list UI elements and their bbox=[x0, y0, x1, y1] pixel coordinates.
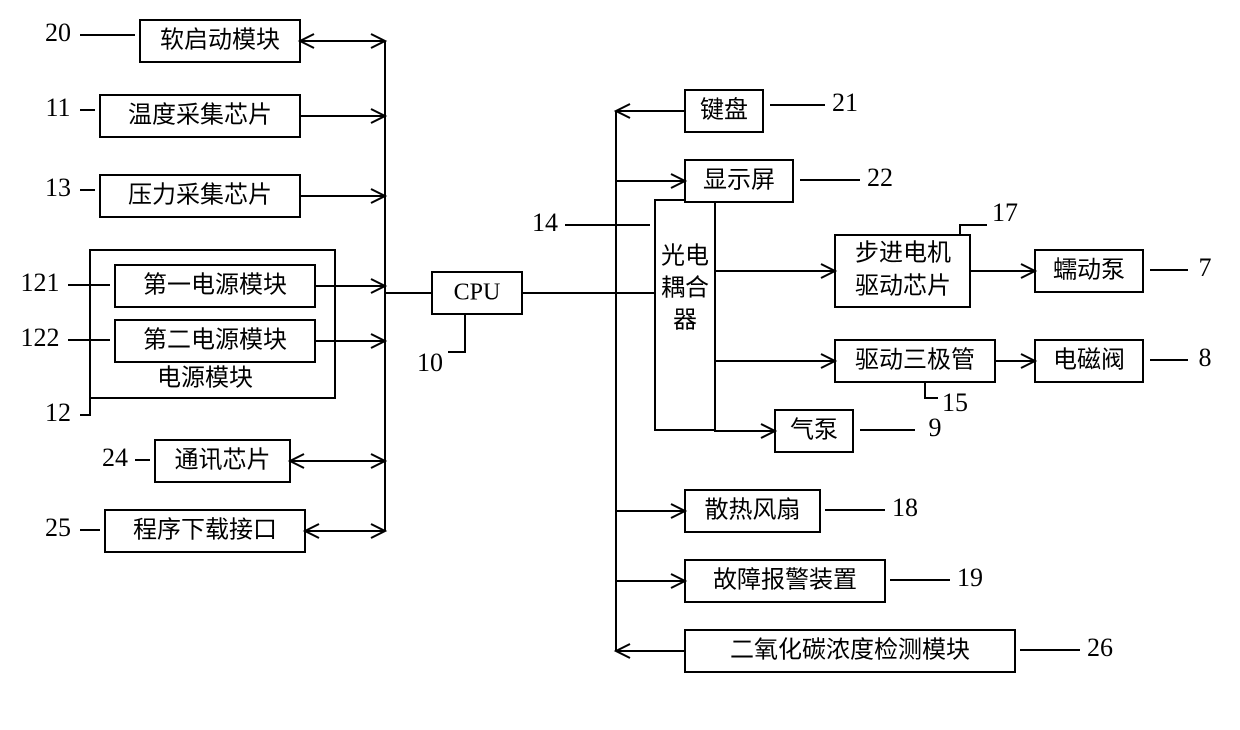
label-n15: 驱动三极管 bbox=[855, 347, 975, 374]
refnum-26: 26 bbox=[1087, 633, 1113, 662]
label-n18: 散热风扇 bbox=[705, 497, 801, 524]
refnum-13: 13 bbox=[45, 173, 71, 202]
refnum-10: 10 bbox=[417, 348, 443, 377]
label-n20: 软启动模块 bbox=[160, 27, 280, 54]
label-n13: 压力采集芯片 bbox=[128, 182, 272, 209]
block-diagram: 软启动模块温度采集芯片压力采集芯片第一电源模块第二电源模块通讯芯片程序下载接口 C… bbox=[0, 0, 1240, 730]
label-cpu: CPU bbox=[454, 280, 501, 306]
refnum-12: 12 bbox=[45, 398, 71, 427]
refnum-25: 25 bbox=[45, 513, 71, 542]
label-n121: 第一电源模块 bbox=[143, 272, 287, 299]
refnum-19: 19 bbox=[957, 563, 983, 592]
extra-text-3: 器 bbox=[673, 308, 697, 334]
label-n25: 程序下载接口 bbox=[133, 517, 277, 544]
label-n19: 故障报警装置 bbox=[713, 567, 857, 594]
extra-text-1: 光电 bbox=[661, 243, 709, 270]
refnum-7: 7 bbox=[1199, 253, 1212, 282]
refnum-122: 122 bbox=[21, 323, 60, 352]
extra-text-4: 步进电机 bbox=[855, 240, 951, 267]
refnum-22: 22 bbox=[867, 163, 893, 192]
leader-10 bbox=[448, 314, 465, 352]
extra-text-0: 电源模块 bbox=[157, 365, 253, 392]
refnum-21: 21 bbox=[832, 88, 858, 117]
refnum-121: 121 bbox=[21, 268, 60, 297]
leader-17 bbox=[960, 225, 987, 235]
extra-text-2: 耦合 bbox=[661, 275, 709, 302]
refnum-24: 24 bbox=[102, 443, 128, 472]
extra-text-5: 驱动芯片 bbox=[855, 273, 951, 300]
refnum-20: 20 bbox=[45, 18, 71, 47]
label-n9: 气泵 bbox=[790, 417, 838, 444]
label-n22: 显示屏 bbox=[703, 168, 775, 194]
leader-15 bbox=[925, 382, 938, 398]
refnum-11: 11 bbox=[45, 93, 70, 122]
refnum-15: 15 bbox=[942, 388, 968, 417]
refnum-8: 8 bbox=[1199, 343, 1212, 372]
label-n11: 温度采集芯片 bbox=[128, 102, 272, 129]
leader-12 bbox=[80, 398, 90, 415]
label-n7: 蠕动泵 bbox=[1053, 257, 1125, 284]
label-n8: 电磁阀 bbox=[1053, 347, 1125, 374]
refnum-18: 18 bbox=[892, 493, 918, 522]
refnum-17: 17 bbox=[992, 198, 1018, 227]
label-n24: 通讯芯片 bbox=[175, 447, 271, 474]
label-n26: 二氧化碳浓度检测模块 bbox=[730, 637, 970, 664]
refnum-14: 14 bbox=[532, 208, 558, 237]
refnum-9: 9 bbox=[929, 413, 942, 442]
label-n122: 第二电源模块 bbox=[143, 327, 287, 354]
label-n21: 键盘 bbox=[700, 97, 748, 124]
